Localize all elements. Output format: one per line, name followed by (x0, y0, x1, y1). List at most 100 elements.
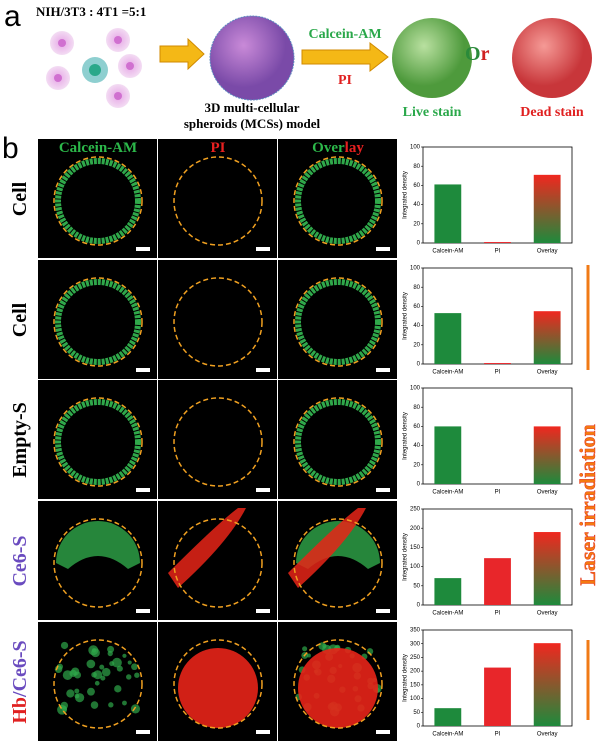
green-speck (131, 663, 138, 671)
green-speck (114, 685, 122, 693)
green-speck (75, 693, 85, 703)
y-tick-label: 250 (410, 507, 421, 513)
y-tick-label: 350 (410, 628, 421, 634)
x-tick-label: Overlay (537, 732, 558, 738)
green-speck (61, 706, 68, 712)
y-tick-label: 20 (413, 462, 420, 468)
row-label: Cell (9, 181, 31, 216)
y-tick-label: 80 (413, 405, 420, 411)
live-spheroid (392, 18, 472, 98)
side-label: Laser irradiation (575, 265, 600, 720)
micrograph (158, 501, 277, 620)
green-speck (91, 671, 97, 678)
spheroid (209, 15, 295, 101)
cells (46, 28, 142, 108)
bar (533, 532, 561, 605)
scale-bar (376, 247, 390, 251)
bar (484, 242, 511, 243)
bar (533, 643, 561, 726)
y-tick-label: 40 (413, 443, 420, 449)
y-axis-label: Integrated density (403, 292, 409, 340)
scale-bar (136, 730, 150, 734)
x-tick-label: PI (495, 611, 501, 617)
column-header: Over (312, 140, 345, 156)
scale-bar (376, 488, 390, 492)
live-label: Live stain (403, 105, 462, 120)
green-speck (71, 667, 80, 676)
bar-chart: 0 50 100 150 200 250 300 350 Integrated density C… (403, 628, 573, 738)
red-plume (168, 508, 246, 588)
column-header: lay (345, 140, 365, 156)
green-speck (122, 653, 127, 658)
x-tick-label: PI (495, 249, 501, 255)
y-tick-label: 100 (410, 696, 421, 702)
column-header: Overlay (312, 140, 364, 156)
red-plume (288, 508, 366, 588)
roi-circle (173, 518, 263, 608)
y-tick-label: 0 (417, 603, 421, 609)
green-speck (112, 657, 122, 668)
scale-bar (256, 368, 270, 372)
y-tick-label: 100 (410, 564, 421, 570)
y-tick-label: 0 (417, 724, 421, 730)
y-tick-label: 50 (413, 710, 420, 716)
row-label: Hb (9, 697, 31, 724)
column-header: PI (211, 140, 226, 156)
y-tick-label: 250 (410, 655, 421, 661)
dead-label: Dead stain (520, 105, 584, 120)
green-speck (108, 702, 114, 708)
green-speck (66, 689, 75, 698)
y-tick-label: 0 (417, 241, 421, 247)
green-speck (101, 667, 111, 677)
green-ring (295, 399, 381, 485)
green-speck (107, 650, 113, 657)
micrograph (158, 260, 277, 379)
y-tick-label: 40 (413, 202, 420, 208)
green-speck (126, 674, 132, 680)
x-tick-label: Overlay (537, 490, 558, 496)
roi-circle (53, 277, 143, 367)
micrographs (38, 139, 397, 741)
bar (533, 311, 561, 364)
row-label: /Ce6-S (9, 640, 31, 698)
green-speck (74, 688, 80, 694)
y-axis-label: Integrated density (403, 654, 409, 702)
red-fill (178, 648, 258, 728)
green-speck (122, 700, 127, 706)
or-label: r (481, 43, 490, 65)
bar-chart: 0 20 40 60 80 100 Integrated density Calcein-AM… (403, 266, 573, 376)
scale-bar (136, 609, 150, 613)
scale-bar (136, 368, 150, 372)
y-tick-label: 80 (413, 164, 420, 170)
x-tick-label: Calcein-AM (432, 249, 463, 255)
scale-bar (376, 730, 390, 734)
scale-bar (376, 609, 390, 613)
green-speck (322, 643, 327, 649)
roi-circle (53, 156, 143, 246)
green-ring (55, 158, 141, 244)
or-label: O (465, 43, 481, 65)
roi-circle (293, 639, 383, 729)
scale-bar (256, 247, 270, 251)
green-cap (56, 521, 140, 569)
y-tick-label: 0 (417, 362, 421, 368)
scale-bar (256, 609, 270, 613)
scale-bar (256, 488, 270, 492)
green-speck (86, 659, 96, 669)
y-axis-label: Integrated density (403, 412, 409, 460)
green-ring (295, 279, 381, 365)
bar (434, 184, 462, 243)
roi-circle (293, 156, 383, 246)
micrograph (158, 380, 277, 499)
model-label: 3D multi-cellular (205, 100, 300, 115)
y-axis-label: Integrated density (403, 533, 409, 581)
green-speck (60, 641, 69, 650)
green-ring (55, 279, 141, 365)
roi-circle (173, 277, 263, 367)
x-tick-label: Calcein-AM (432, 732, 463, 738)
roi-circle (293, 397, 383, 487)
x-tick-label: Calcein-AM (432, 370, 463, 376)
green-speck (130, 704, 141, 714)
stain-label: PI (338, 73, 352, 88)
y-axis-label: Integrated density (403, 171, 409, 219)
